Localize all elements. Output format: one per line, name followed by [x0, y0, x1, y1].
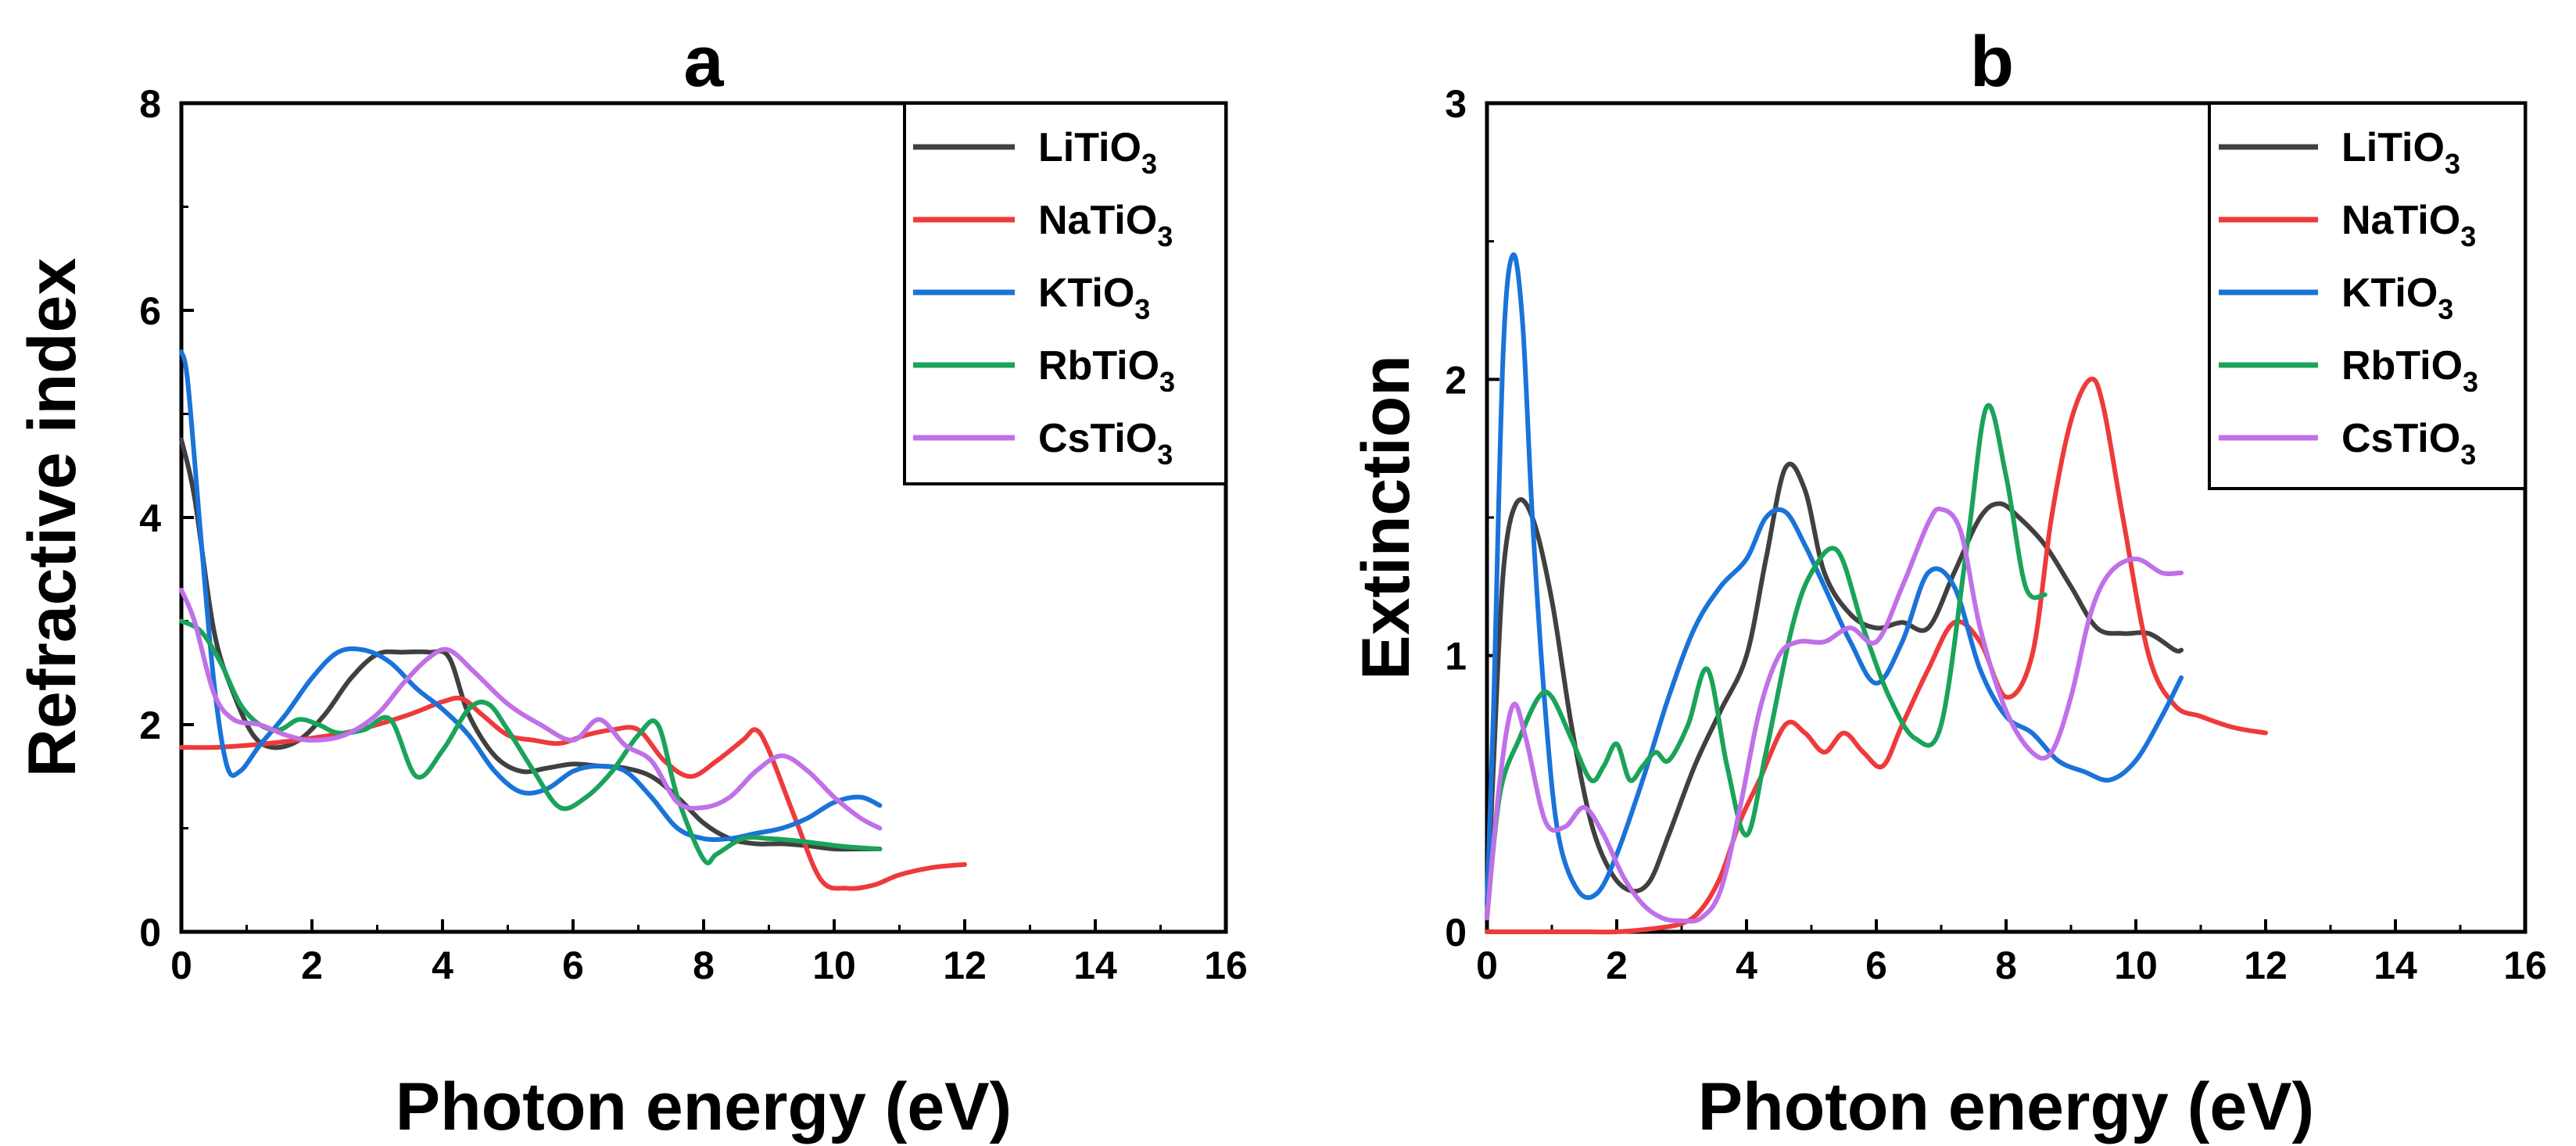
panel-a-series-ktio3	[179, 349, 883, 843]
panel-b-series-rbtio3	[1485, 403, 2048, 921]
panel-b-legend-label-cstio3: CsTiO3	[2341, 416, 2476, 471]
panel-b-legend-box	[2208, 102, 2527, 490]
panel-a-legend-label-litio3: LiTiO3	[1038, 125, 1157, 180]
panel-b-legend-label-natio3: NaTiO3	[2341, 198, 2476, 252]
panel-a-title: a	[683, 22, 724, 102]
panel-b-series-natio3	[1485, 376, 2268, 935]
panel-a-legend: LiTiO3 NaTiO3 KTiO3 RbTiO3 CsTiO3	[903, 102, 1227, 485]
panel-b-x-tick-label: 6	[1865, 944, 1887, 987]
panel-b-series-litio3	[1485, 461, 2184, 921]
panel-b-title: b	[1970, 22, 2014, 102]
panel-b-series-lines	[1485, 252, 2268, 935]
panel-a-x-tick-label: 10	[812, 944, 856, 987]
panel-b-series-cstio3	[1485, 506, 2184, 924]
panel-b-x-tick-label: 12	[2244, 944, 2288, 987]
panel-b-y-tick-label: 2	[1445, 358, 1467, 402]
panel-b-y-axis-title: Extinction	[1349, 355, 1424, 680]
panel-a-x-tick-label: 12	[943, 944, 987, 987]
panel-b-extinction-chart: b Photon energy (eV) Extinction 0 2 4 6 8 10 1…	[1349, 22, 2547, 1144]
panel-a-series-rbtio3	[179, 618, 883, 865]
panel-a-legend-label-rbtio3: RbTiO3	[1038, 343, 1175, 398]
panel-b-legend-label-litio3: LiTiO3	[2341, 125, 2460, 180]
panel-b-y-tick-label: 3	[1445, 82, 1467, 126]
panel-b-legend-label-rbtio3: RbTiO3	[2341, 343, 2478, 398]
panel-b-x-axis-title: Photon energy (eV)	[1698, 1069, 2314, 1144]
panel-a-series-lines	[179, 349, 967, 891]
panel-b-y-tick-label: 0	[1445, 911, 1467, 954]
panel-a-legend-label-ktio3: KTiO3	[1038, 270, 1150, 325]
panel-b-series-ktio3	[1485, 252, 2184, 907]
panel-b-legend: LiTiO3 NaTiO3 KTiO3 RbTiO3 CsTiO3	[2208, 102, 2527, 490]
panel-b-y-tick-label: 1	[1445, 635, 1467, 679]
panel-a-y-axis-title: Refractive index	[15, 258, 90, 778]
panel-a-x-axis-title: Photon energy (eV)	[396, 1069, 1012, 1144]
panel-a-refractive-index-chart: a Photon energy (eV) Refractive index 0 2…	[15, 22, 1248, 1144]
panel-b-x-tick-label: 16	[2503, 944, 2547, 987]
panel-a-x-tick-label: 2	[301, 944, 323, 987]
panel-b-x-tick-label: 14	[2374, 944, 2417, 987]
panel-b-x-tick-label: 2	[1606, 944, 1628, 987]
panel-a-x-tick-label: 6	[562, 944, 584, 987]
panel-a-x-tick-label: 16	[1204, 944, 1248, 987]
panel-a-y-tick-label: 0	[139, 911, 161, 954]
panel-a-y-tick-label: 2	[139, 704, 161, 747]
panel-a-x-tick-label: 14	[1073, 944, 1117, 987]
panel-a-x-tick-label: 4	[432, 944, 453, 987]
panel-a-ticks: 0 2 4 6 8 10 12 14 16 0 2 4 6 8	[139, 82, 1248, 987]
panel-a-y-tick-label: 4	[139, 496, 161, 540]
panel-b-x-tick-label: 4	[1736, 944, 1757, 987]
panel-b-x-tick-label: 8	[1995, 944, 2017, 987]
panel-a-legend-label-cstio3: CsTiO3	[1038, 416, 1173, 471]
panel-a-y-tick-label: 6	[139, 289, 161, 333]
panel-a-x-tick-label: 8	[693, 944, 715, 987]
panel-b-x-tick-label: 10	[2114, 944, 2158, 987]
panel-a-x-tick-label: 0	[170, 944, 192, 987]
panel-a-legend-label-natio3: NaTiO3	[1038, 198, 1173, 252]
panel-a-y-tick-label: 8	[139, 82, 161, 126]
panel-a-series-natio3	[179, 695, 967, 891]
panel-a-series-cstio3	[179, 587, 883, 831]
panel-b-x-tick-label: 0	[1476, 944, 1498, 987]
panel-a-series-litio3	[179, 437, 883, 852]
panel-b-legend-label-ktio3: KTiO3	[2341, 270, 2453, 325]
